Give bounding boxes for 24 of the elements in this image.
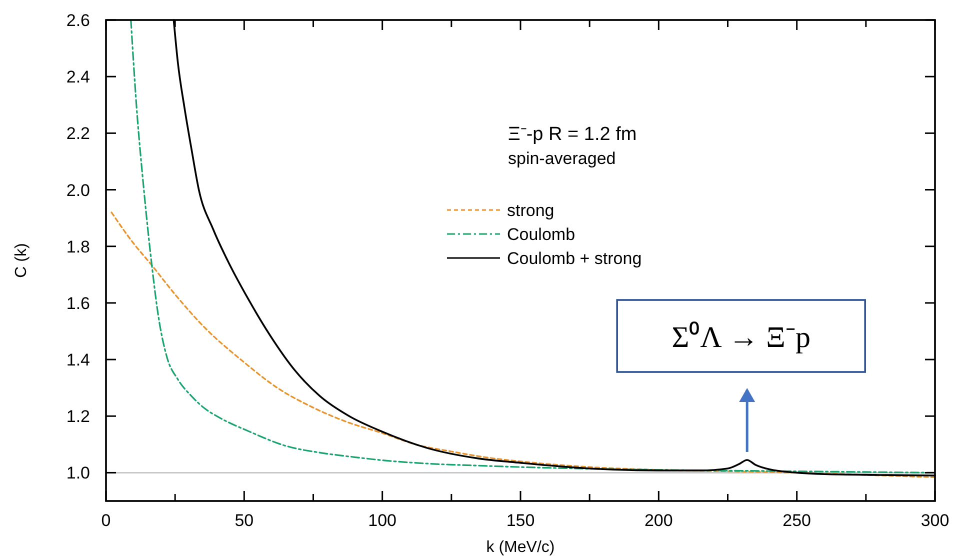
x-tick-label: 50	[234, 511, 254, 530]
x-tick-label: 100	[368, 511, 397, 530]
x-tick-label: 300	[920, 511, 950, 530]
x-tick-label: 150	[506, 511, 535, 530]
y-tick-label: 1.2	[66, 407, 90, 426]
annotation: spin-averaged	[508, 149, 616, 168]
y-tick-label: 1.6	[66, 294, 90, 313]
y-axis-title: C (k)	[13, 243, 30, 278]
x-tick-label: 200	[644, 511, 673, 530]
annotation: Σ⁰Λ → Ξ⁻p	[672, 321, 810, 354]
y-tick-label: 2.4	[66, 68, 90, 87]
legend-label: Coulomb	[507, 225, 576, 244]
y-tick-label: 1.0	[66, 464, 90, 483]
y-tick-label: 1.4	[66, 350, 90, 370]
x-axis-title: k (MeV/c)	[486, 539, 555, 556]
x-tick-label: 0	[101, 511, 111, 530]
legend-label: strong	[507, 201, 554, 220]
x-tick-label: 250	[782, 511, 812, 530]
y-tick-label: 2.6	[66, 11, 90, 30]
y-tick-label: 1.8	[66, 237, 90, 256]
y-tick-label: 2.2	[66, 124, 90, 144]
annotation: Ξ⁻-p R = 1.2 fm	[508, 124, 637, 145]
y-tick-label: 2.0	[66, 180, 90, 200]
legend-label: Coulomb + strong	[507, 249, 642, 268]
